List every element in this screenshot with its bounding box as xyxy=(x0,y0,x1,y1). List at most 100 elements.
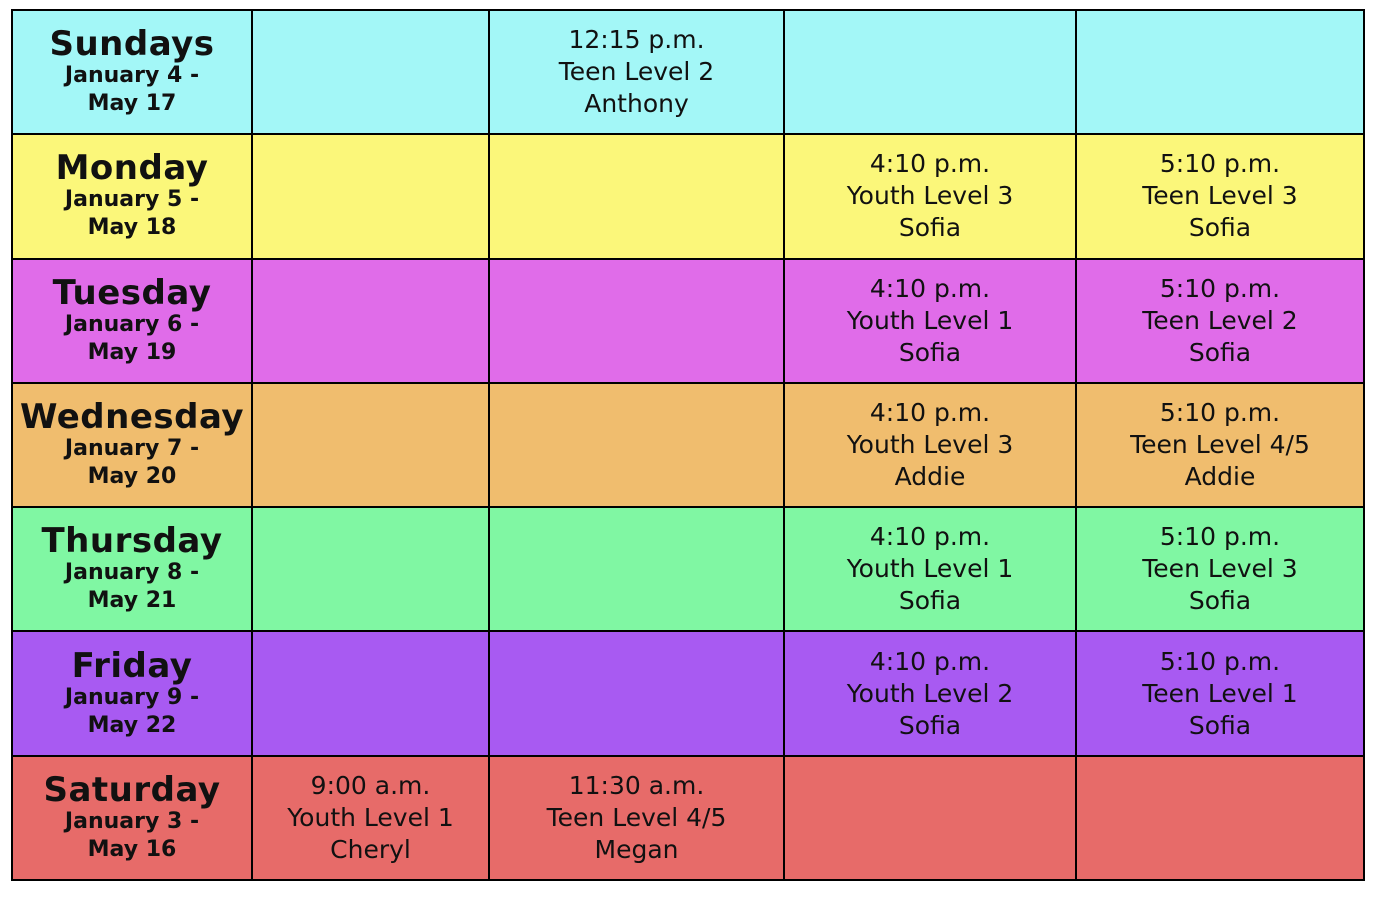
class-slot: 5:10 p.m. Teen Level 3 Sofia xyxy=(1075,133,1365,260)
day-name: Monday xyxy=(55,148,209,189)
class-teacher: Addie xyxy=(894,461,966,491)
class-slot xyxy=(488,257,785,384)
class-slot: 9:00 a.m. Youth Level 1 Cheryl xyxy=(251,754,490,882)
class-time: 4:10 p.m. xyxy=(869,149,991,179)
class-slot: 5:10 p.m. Teen Level 1 Sofia xyxy=(1075,630,1365,757)
class-slot: 5:10 p.m. Teen Level 4/5 Addie xyxy=(1075,381,1365,509)
class-slot: 4:10 p.m. Youth Level 1 Sofia xyxy=(783,257,1077,384)
class-time: 4:10 p.m. xyxy=(869,397,991,427)
day-cell: Sundays January 4 - May 17 xyxy=(11,8,253,136)
class-slot: 4:10 p.m. Youth Level 3 Addie xyxy=(783,381,1077,509)
class-slot: 5:10 p.m. Teen Level 2 Sofia xyxy=(1075,257,1365,384)
date-range-start: January 9 - xyxy=(64,684,200,710)
class-slot xyxy=(1075,8,1365,136)
class-slot xyxy=(488,506,785,633)
schedule-row-wednesday: Wednesday January 7 - May 20 4:10 p.m. Y… xyxy=(11,381,1365,509)
class-teacher: Sofia xyxy=(1188,710,1252,740)
class-teacher: Sofia xyxy=(1188,586,1252,616)
class-level: Youth Level 3 xyxy=(846,429,1014,459)
class-level: Teen Level 2 xyxy=(558,57,715,87)
class-time: 5:10 p.m. xyxy=(1159,273,1281,303)
class-level: Teen Level 1 xyxy=(1142,678,1298,708)
class-slot: 4:10 p.m. Youth Level 3 Sofia xyxy=(783,133,1077,260)
date-range-end: May 19 xyxy=(87,339,177,365)
schedule-row-tuesday: Tuesday January 6 - May 19 4:10 p.m. You… xyxy=(11,257,1365,384)
schedule-row-saturday: Saturday January 3 - May 16 9:00 a.m. Yo… xyxy=(11,754,1365,882)
class-time: 4:10 p.m. xyxy=(869,646,991,676)
class-level: Youth Level 1 xyxy=(846,305,1014,335)
class-time: 11:30 a.m. xyxy=(568,770,705,800)
day-name: Tuesday xyxy=(52,272,212,313)
date-range-end: May 17 xyxy=(87,91,177,117)
class-slot xyxy=(251,630,490,757)
date-range-end: May 21 xyxy=(87,588,177,614)
day-name: Saturday xyxy=(43,769,221,810)
date-range-start: January 3 - xyxy=(64,808,200,834)
date-range-start: January 6 - xyxy=(64,311,200,337)
class-level: Teen Level 4/5 xyxy=(1130,429,1310,459)
class-slot xyxy=(783,754,1077,882)
class-teacher: Sofia xyxy=(1188,213,1252,243)
date-range-start: January 4 - xyxy=(64,63,200,89)
class-slot: 4:10 p.m. Youth Level 2 Sofia xyxy=(783,630,1077,757)
class-teacher: Anthony xyxy=(584,89,689,119)
class-teacher: Sofia xyxy=(898,337,962,367)
class-slot xyxy=(783,8,1077,136)
class-time: 4:10 p.m. xyxy=(869,522,991,552)
class-slot xyxy=(251,506,490,633)
class-time: 4:10 p.m. xyxy=(869,273,991,303)
class-level: Youth Level 3 xyxy=(846,181,1014,211)
day-cell: Tuesday January 6 - May 19 xyxy=(11,257,253,384)
class-slot: 5:10 p.m. Teen Level 3 Sofia xyxy=(1075,506,1365,633)
day-name: Wednesday xyxy=(19,396,245,437)
day-cell: Thursday January 8 - May 21 xyxy=(11,506,253,633)
class-slot xyxy=(251,381,490,509)
class-time: 5:10 p.m. xyxy=(1159,646,1281,676)
day-name: Thursday xyxy=(41,521,223,562)
class-time: 9:00 a.m. xyxy=(310,770,431,800)
class-teacher: Sofia xyxy=(1188,337,1252,367)
class-slot xyxy=(251,133,490,260)
class-slot xyxy=(488,630,785,757)
class-slot: 11:30 a.m. Teen Level 4/5 Megan xyxy=(488,754,785,882)
class-teacher: Sofia xyxy=(898,710,962,740)
day-name: Sundays xyxy=(49,24,215,65)
schedule-row-sunday: Sundays January 4 - May 17 12:15 p.m. Te… xyxy=(11,8,1365,136)
class-teacher: Megan xyxy=(594,834,679,864)
class-level: Teen Level 3 xyxy=(1142,181,1298,211)
date-range-start: January 5 - xyxy=(64,187,200,213)
day-cell: Saturday January 3 - May 16 xyxy=(11,754,253,882)
schedule-row-monday: Monday January 5 - May 18 4:10 p.m. Yout… xyxy=(11,133,1365,260)
class-schedule-table: Sundays January 4 - May 17 12:15 p.m. Te… xyxy=(11,8,1365,882)
date-range-end: May 20 xyxy=(87,463,177,489)
class-slot xyxy=(488,381,785,509)
day-cell: Friday January 9 - May 22 xyxy=(11,630,253,757)
schedule-row-thursday: Thursday January 8 - May 21 4:10 p.m. Yo… xyxy=(11,506,1365,633)
date-range-start: January 8 - xyxy=(64,560,200,586)
class-time: 12:15 p.m. xyxy=(568,25,705,55)
date-range-end: May 22 xyxy=(87,712,177,738)
date-range-end: May 18 xyxy=(87,215,177,241)
day-cell: Wednesday January 7 - May 20 xyxy=(11,381,253,509)
class-teacher: Addie xyxy=(1184,461,1256,491)
day-name: Friday xyxy=(71,645,193,686)
date-range-end: May 16 xyxy=(87,836,177,862)
class-teacher: Sofia xyxy=(898,586,962,616)
class-time: 5:10 p.m. xyxy=(1159,522,1281,552)
class-slot xyxy=(251,8,490,136)
date-range-start: January 7 - xyxy=(64,435,200,461)
class-slot xyxy=(488,133,785,260)
class-level: Youth Level 2 xyxy=(846,678,1014,708)
class-teacher: Cheryl xyxy=(330,834,411,864)
class-time: 5:10 p.m. xyxy=(1159,149,1281,179)
schedule-row-friday: Friday January 9 - May 22 4:10 p.m. Yout… xyxy=(11,630,1365,757)
class-slot xyxy=(251,257,490,384)
class-slot xyxy=(1075,754,1365,882)
class-level: Youth Level 1 xyxy=(287,802,454,832)
class-level: Youth Level 1 xyxy=(846,554,1014,584)
class-teacher: Sofia xyxy=(898,213,962,243)
class-time: 5:10 p.m. xyxy=(1159,397,1281,427)
class-level: Teen Level 2 xyxy=(1142,305,1298,335)
class-level: Teen Level 3 xyxy=(1142,554,1298,584)
class-level: Teen Level 4/5 xyxy=(546,802,727,832)
